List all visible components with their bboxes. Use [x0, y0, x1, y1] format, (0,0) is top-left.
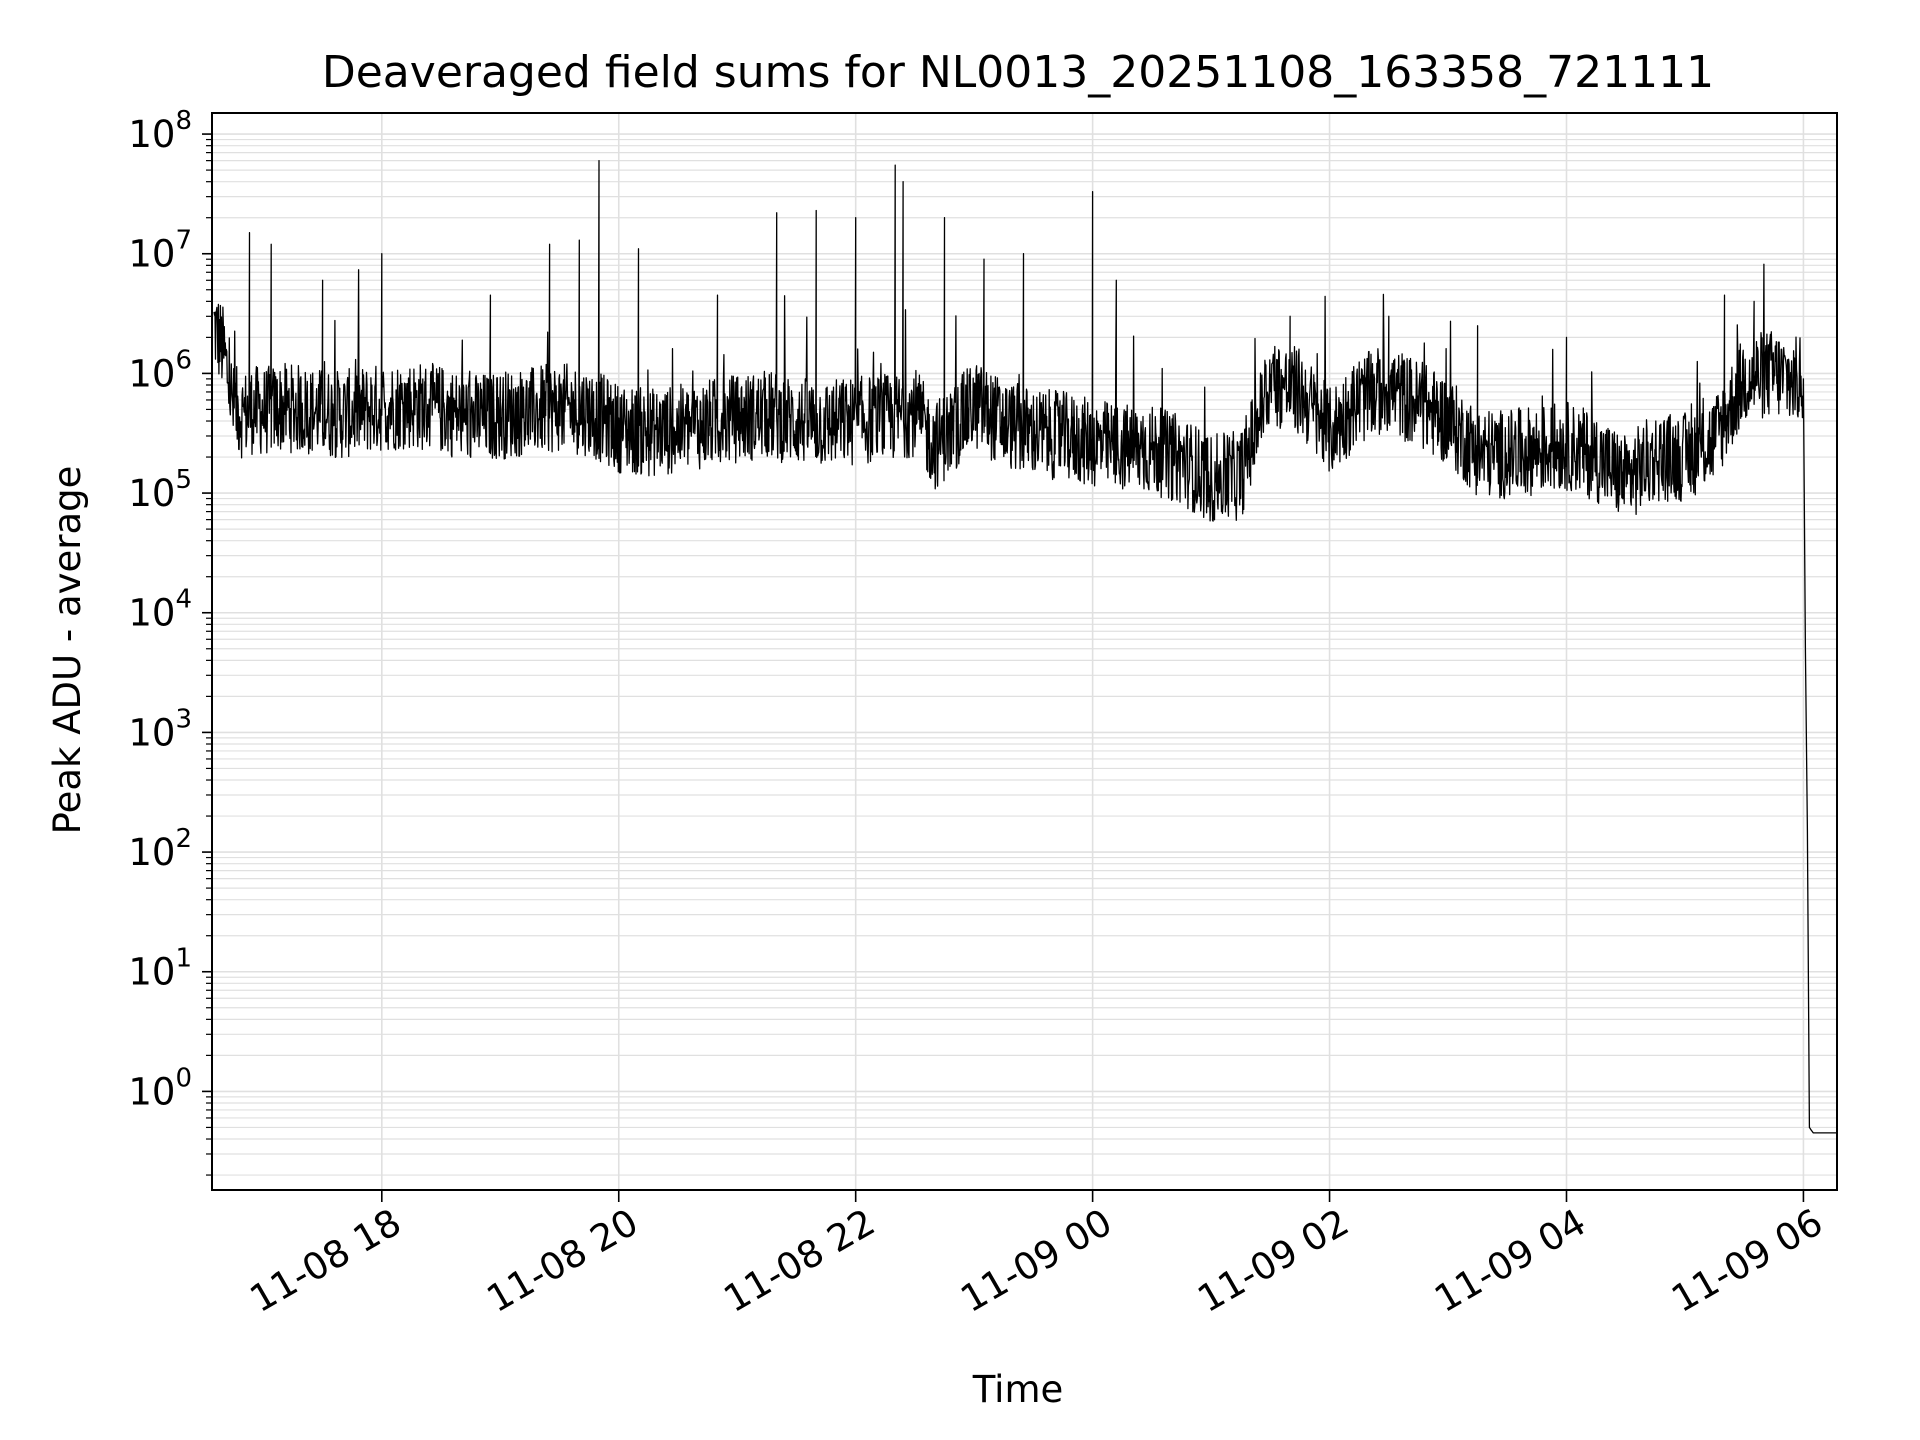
chart-title: Deaveraged field sums for NL0013_2025110…: [322, 47, 1714, 98]
plot-area: [213, 159, 1838, 1134]
y-tick-label: 103: [128, 704, 192, 754]
y-axis-label: Peak ADU - average: [46, 466, 89, 835]
y-tick-label: 106: [128, 345, 192, 395]
grid-layer: [212, 113, 1837, 1190]
y-tick-label: 104: [128, 585, 192, 635]
x-axis-label: Time: [972, 1368, 1064, 1411]
y-tick-label: 107: [128, 226, 192, 276]
y-tick-label: 108: [128, 106, 192, 156]
y-tick-label: 105: [128, 465, 192, 515]
plot-frame: [211, 112, 1838, 1191]
y-tick-label: 102: [128, 824, 192, 874]
y-tick-label: 101: [128, 944, 192, 994]
series-line: [213, 159, 1838, 1134]
y-tick-label: 100: [128, 1063, 192, 1113]
